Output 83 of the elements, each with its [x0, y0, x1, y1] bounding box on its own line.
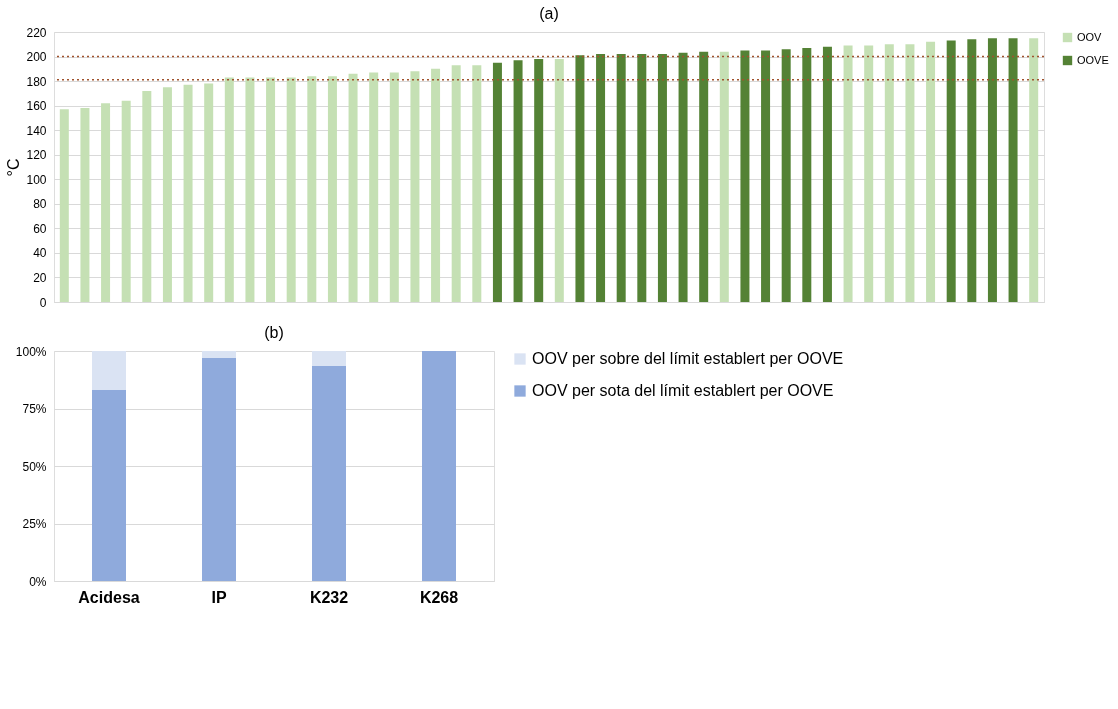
- bar: [266, 77, 276, 302]
- bar: [410, 71, 420, 302]
- bar: [162, 87, 172, 302]
- legend-label: OOVE: [1077, 53, 1109, 66]
- bar: [534, 59, 544, 302]
- legend-label: OOV per sota del límit establert per OOVE: [532, 382, 834, 399]
- bar: [1008, 38, 1018, 302]
- bar: [864, 45, 874, 302]
- y-tick-label: 0%: [29, 574, 47, 589]
- bar: [348, 73, 358, 302]
- legend-label: OOV: [1077, 30, 1103, 43]
- bar: [121, 100, 131, 302]
- bar: [719, 51, 729, 302]
- x-tick-label: Acidesa: [78, 588, 140, 606]
- y-tick-label: 180: [26, 74, 47, 89]
- bar: [101, 103, 111, 302]
- x-tick-label: K268: [419, 588, 459, 606]
- bar: [740, 50, 750, 302]
- bar: [822, 46, 832, 302]
- bar: [80, 108, 90, 302]
- y-tick-label: 200: [26, 50, 47, 65]
- bar: [967, 39, 977, 302]
- y-tick-label: 100: [26, 172, 47, 187]
- bar: [92, 351, 126, 391]
- bar: [431, 68, 441, 302]
- y-tick-label: 20: [33, 270, 47, 285]
- bar: [637, 54, 647, 302]
- y-tick-label: 220: [26, 25, 47, 40]
- bar: [202, 351, 236, 358]
- bar: [781, 49, 791, 302]
- bar: [513, 60, 523, 302]
- bar: [204, 83, 214, 302]
- bar: [286, 77, 296, 302]
- bar: [987, 38, 997, 302]
- y-tick-label: 80: [33, 197, 47, 212]
- bar: [389, 72, 399, 302]
- y-tick-label: 50%: [22, 459, 47, 474]
- bar: [245, 77, 255, 302]
- y-tick-label: 40: [33, 246, 47, 261]
- bar: [657, 54, 667, 302]
- bar: [59, 109, 69, 302]
- y-tick-label: 60: [33, 221, 47, 236]
- bar: [142, 90, 152, 302]
- bar: [926, 41, 936, 302]
- bar: [616, 54, 626, 302]
- bar: [451, 65, 461, 302]
- y-tick-label: 100%: [15, 344, 47, 359]
- bar: [327, 76, 337, 302]
- bar: [802, 47, 812, 302]
- bar: [472, 65, 482, 302]
- y-tick-label: 75%: [22, 402, 47, 416]
- bar: [183, 84, 193, 302]
- bar: [884, 44, 894, 302]
- bar: [312, 351, 346, 366]
- bar: [843, 45, 853, 302]
- bar: [369, 72, 379, 302]
- bar: [699, 51, 709, 302]
- y-tick-label: 0: [39, 295, 47, 310]
- bar: [596, 54, 606, 302]
- bar: [202, 357, 236, 581]
- x-tick-label: IP: [211, 588, 227, 606]
- bar: [678, 52, 688, 302]
- bar: [946, 40, 956, 302]
- bar: [575, 55, 585, 302]
- bar: [1029, 38, 1039, 302]
- bar: [492, 62, 502, 302]
- legend-label: OOV per sobre del límit establert per OOVE: [532, 350, 844, 367]
- y-tick-label: 120: [26, 148, 47, 163]
- bar: [554, 59, 564, 302]
- y-axis-title: °C: [5, 158, 23, 177]
- bar: [312, 365, 346, 581]
- bar: [761, 50, 771, 302]
- chart-title: (b): [264, 324, 284, 341]
- bar: [92, 390, 126, 581]
- bar: [905, 44, 915, 302]
- bar: [422, 351, 456, 581]
- y-tick-label: 25%: [22, 517, 47, 531]
- y-tick-label: 140: [26, 123, 47, 138]
- bar: [307, 76, 317, 302]
- bar: [224, 77, 234, 302]
- chart-title: (a): [539, 5, 559, 22]
- y-tick-label: 160: [26, 99, 47, 114]
- x-tick-label: K232: [309, 588, 349, 606]
